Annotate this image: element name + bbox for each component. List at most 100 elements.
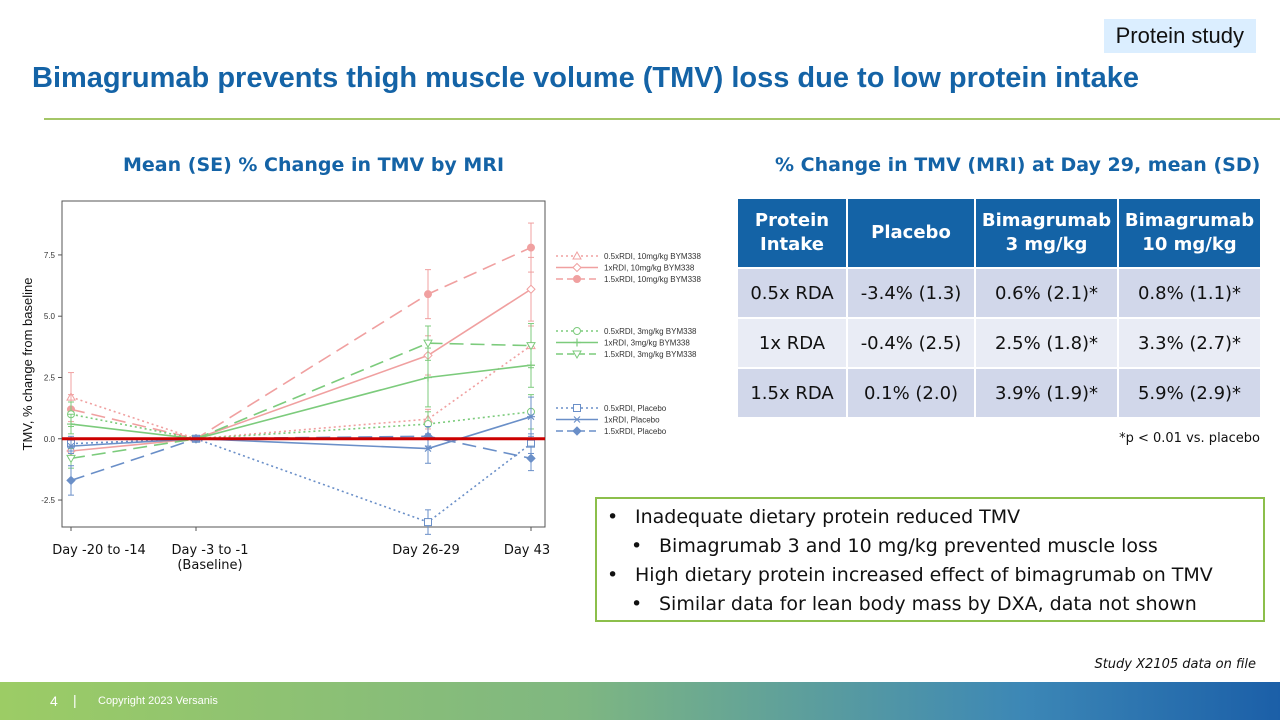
series-line [70,344,532,440]
bullet-dot: • [607,506,619,528]
data-point-marker [572,350,582,360]
y-tick-label: 5.0 [44,312,56,321]
page-number: 4 [50,693,58,709]
bullet-item: • Inadequate dietary protein reduced TMV [607,506,1021,528]
legend-label: 1xRDI, 3mg/kg BYM338 [604,339,690,348]
legend-label: 1xRDI, 10mg/kg BYM338 [604,264,695,273]
legend-label: 0.5xRDI, 10mg/kg BYM338 [604,252,701,261]
data-point-marker [573,404,581,412]
data-point-marker [67,420,75,429]
bullet-dot: • [631,535,643,557]
table-cell: 3.3% (2.7)* [1117,317,1262,369]
y-tick-label: 0.0 [44,435,56,444]
data-point-marker [423,339,433,349]
header-line: Protein [754,209,830,231]
data-point-marker [573,327,581,335]
title-divider [44,118,1280,120]
x-tick-sublabel: (Baseline) [177,558,243,573]
x-tick-label: Day -3 to -1 (Baseline) [150,543,270,573]
legend-label: 1.5xRDI, 10mg/kg BYM338 [604,275,701,284]
table-cell: 3.9% (1.9)* [974,367,1119,419]
table-row: 1.5x RDA 0.1% (2.0) 3.9% (1.9)* 5.9% (2.… [736,367,1262,419]
table-row: 0.5x RDA -3.4% (1.3) 0.6% (2.1)* 0.8% (1… [736,267,1262,319]
slide-title: Bimagrumab prevents thigh muscle volume … [32,62,1139,94]
data-point-marker [527,243,535,252]
header-line: Bimagrumab [1124,209,1255,231]
legend-label: 1.5xRDI, Placebo [604,427,667,436]
y-tick-label: -2.5 [41,496,55,505]
data-point-marker [66,475,76,486]
header-protein-intake: Protein Intake [736,197,848,269]
table-cell: 1.5x RDA [736,367,848,419]
data-point-marker [526,453,536,464]
bullet-text: Inadequate dietary protein reduced TMV [635,506,1021,528]
key-findings-box [595,497,1265,622]
data-point-marker [573,338,581,347]
legend-label: 1.5xRDI, 3mg/kg BYM338 [604,350,697,359]
data-point-marker [67,442,75,450]
data-point-marker [424,373,432,382]
series-line [70,364,532,440]
legend-label: 0.5xRDI, 3mg/kg BYM338 [604,327,697,336]
data-point-marker [527,413,535,421]
data-point-marker [526,284,536,294]
table-cell: 0.5x RDA [736,267,848,319]
table-footnote: *p < 0.01 vs. placebo [1119,431,1260,446]
study-note: Study X2105 data on file [1094,657,1256,672]
bullet-text: High dietary protein increased effect of… [635,564,1213,586]
table-cell: 1x RDA [736,317,848,369]
data-point-marker [424,290,432,299]
chart-title: Mean (SE) % Change in TMV by MRI [123,154,505,176]
data-point-marker [424,518,432,527]
sub-bullet-item: • Similar data for lean body mass by DXA,… [631,593,1197,615]
x-tick-label: Day -20 to -14 [52,543,146,558]
bullet-dot: • [607,564,619,586]
series-line [70,411,532,440]
header-bimagrumab-3: Bimagrumab 3 mg/kg [974,197,1119,269]
tmv-table: Protein Intake Placebo Bimagrumab 3 mg/k… [736,197,1262,419]
plot-frame [61,200,546,528]
series-line [70,288,532,452]
table-cell: 0.8% (1.1)* [1117,267,1262,319]
table-header-row: Protein Intake Placebo Bimagrumab 3 mg/k… [736,197,1262,269]
series-line [70,246,532,440]
header-line: Bimagrumab [981,209,1112,231]
y-tick-label: 7.5 [44,251,56,260]
data-point-marker [572,262,582,273]
legend-label: 0.5xRDI, Placebo [604,404,667,413]
x-tick-label: Day 26-29 [392,543,460,558]
line-chart: 7.5 5.0 2.5 0.0 -2.5 0.5xRDI, 10mg/kg BYM338 1… [41,200,701,535]
data-point-marker [66,454,76,464]
series-line [70,437,532,523]
section-tag: Protein study [1103,19,1256,53]
header-line: 10 mg/kg [1142,234,1237,255]
table-cell: 5.9% (2.9)* [1117,367,1262,419]
data-point-marker [572,250,582,260]
sub-bullet-item: • Bimagrumab 3 and 10 mg/kg prevented mus… [631,535,1158,557]
table-cell: 0.1% (2.0) [846,367,976,419]
data-point-marker [572,426,582,436]
legend-label: 1xRDI, Placebo [604,416,660,425]
bullet-text: Bimagrumab 3 and 10 mg/kg prevented musc… [659,535,1158,557]
table-cell: -0.4% (2.5) [846,317,976,369]
bullet-item: • High dietary protein increased effect o… [607,564,1213,586]
bullet-text: Similar data for lean body mass by DXA, … [659,593,1197,615]
table-cell: -3.4% (1.3) [846,267,976,319]
series-line [70,435,532,482]
data-point-marker [526,342,536,351]
header-bimagrumab-10: Bimagrumab 10 mg/kg [1117,197,1262,269]
x-tick-label-text: Day -3 to -1 [171,543,249,558]
x-tick-label: Day 43 [503,543,551,558]
footer-bar: 4 | Copyright 2023 Versanis [0,682,1280,720]
data-point-marker [573,416,581,423]
table-cell: 0.6% (2.1)* [974,267,1119,319]
series-line [70,415,532,450]
header-line: Intake [760,234,824,255]
bullet-dot: • [631,593,643,615]
copyright-text: Copyright 2023 Versanis [98,695,218,707]
header-placebo: Placebo [846,197,976,269]
header-line: Placebo [871,221,951,243]
table-title: % Change in TMV (MRI) at Day 29, mean (S… [775,154,1261,176]
table-cell: 2.5% (1.8)* [974,317,1119,369]
series-line [70,342,532,460]
